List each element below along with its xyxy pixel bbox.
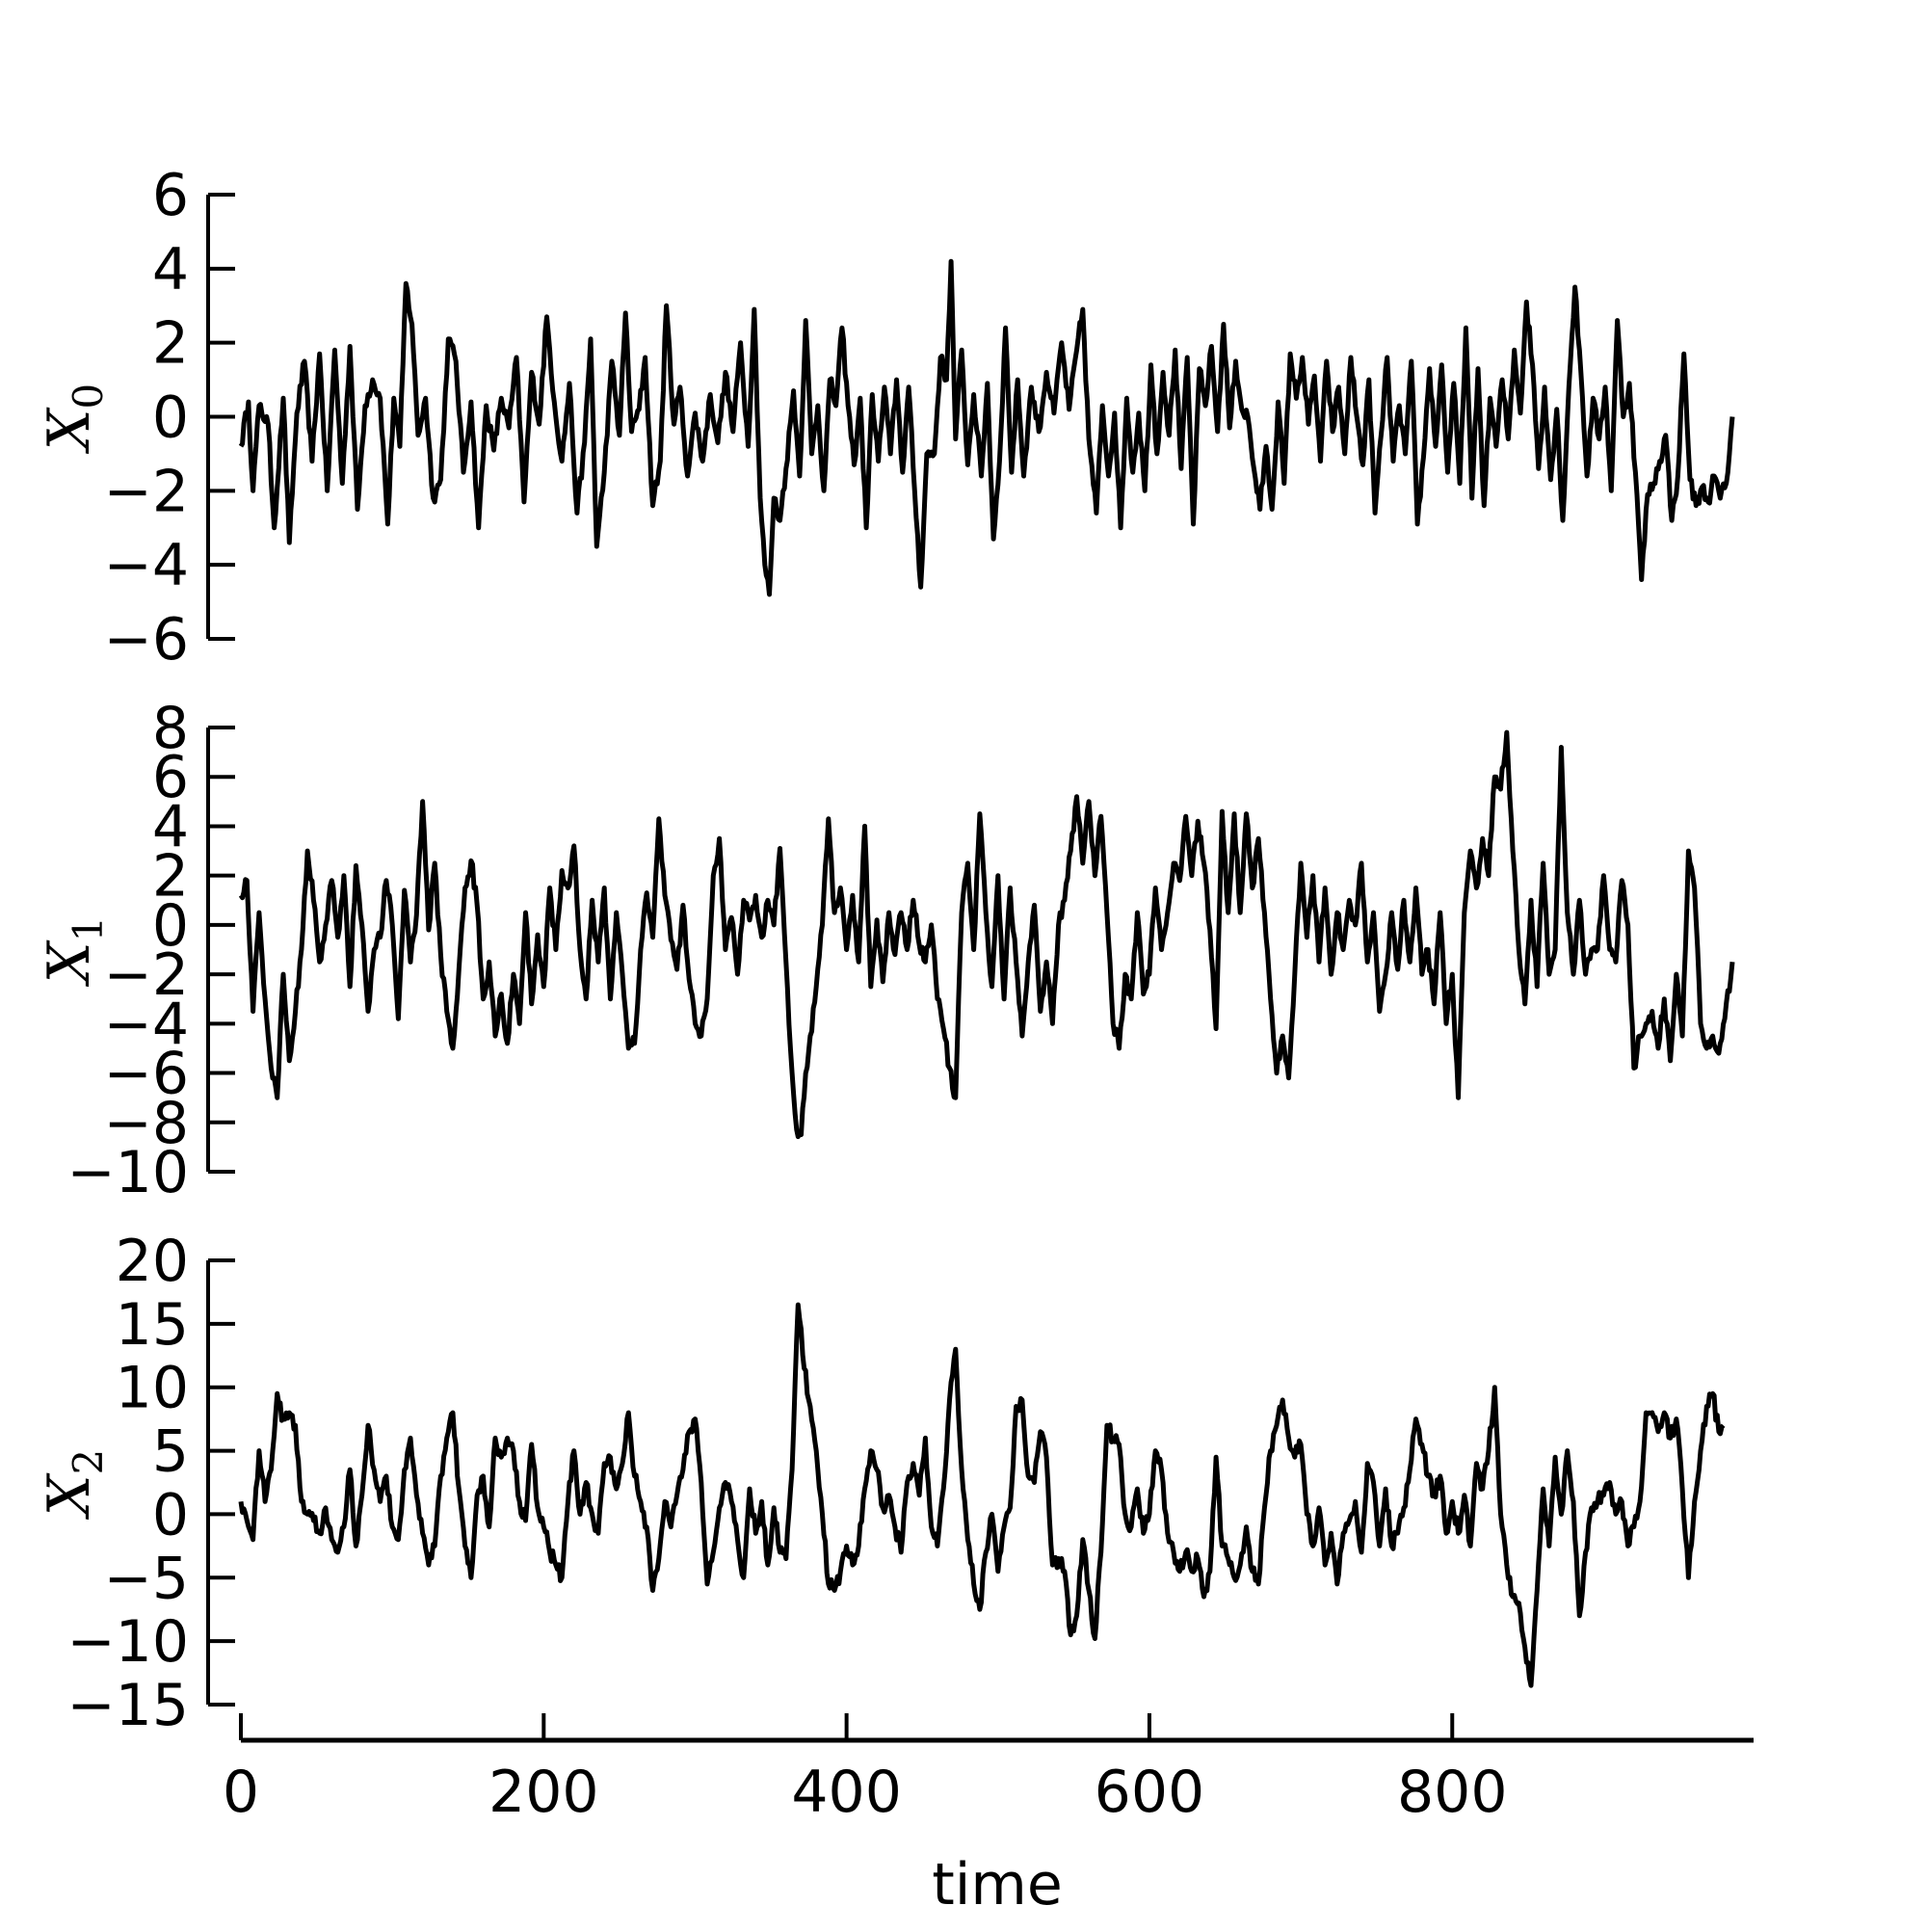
- y-tick-label-1-2: −6: [104, 1041, 189, 1108]
- y-tick-label-2-5: 10: [116, 1355, 189, 1422]
- x-tick-label-4: 800: [1397, 1759, 1508, 1826]
- series-line-2: [238, 1302, 1726, 1688]
- y-tick-label-1-1: −8: [104, 1090, 189, 1157]
- y-tick-label-1-7: 4: [152, 793, 189, 860]
- y-axis-label-1: X1: [36, 916, 112, 987]
- y-tick-label-2-0: −15: [66, 1672, 189, 1739]
- y-tick-label-2-7: 20: [116, 1228, 189, 1295]
- y-axis-label-0: X0: [36, 384, 112, 454]
- y-tick-label-2-2: −5: [104, 1545, 189, 1612]
- y-tick-label-2-6: 15: [116, 1291, 189, 1359]
- x-axis-label: time: [932, 1851, 1063, 1919]
- y-tick-label-0-0: −6: [104, 606, 189, 674]
- y-tick-label-0-2: −2: [104, 458, 189, 525]
- x-tick-label-2: 400: [791, 1759, 902, 1826]
- y-tick-label-0-1: −4: [104, 532, 189, 599]
- y-tick-label-0-3: 0: [152, 384, 189, 452]
- y-tick-label-1-8: 6: [152, 744, 189, 811]
- series-line-0: [238, 258, 1735, 597]
- y-tick-label-0-5: 4: [152, 236, 189, 304]
- y-tick-label-2-3: 0: [152, 1481, 189, 1548]
- y-tick-label-0-4: 2: [152, 310, 189, 378]
- series-line-1: [238, 729, 1735, 1140]
- y-tick-label-1-6: 2: [152, 843, 189, 911]
- y-tick-label-1-5: 0: [152, 892, 189, 960]
- x-tick-label-0: 0: [223, 1759, 259, 1826]
- x-tick-label-1: 200: [488, 1759, 599, 1826]
- y-tick-label-1-3: −4: [104, 991, 189, 1058]
- x-tick-label-3: 600: [1095, 1759, 1205, 1826]
- y-tick-label-0-6: 6: [152, 162, 189, 229]
- y-axis-label-2: X2: [36, 1449, 112, 1520]
- y-tick-label-1-9: 8: [152, 695, 189, 762]
- y-tick-label-1-4: −2: [104, 941, 189, 1009]
- y-tick-label-2-4: 5: [152, 1418, 189, 1486]
- y-tick-label-1-0: −10: [66, 1139, 189, 1206]
- y-tick-label-2-1: −10: [66, 1608, 189, 1676]
